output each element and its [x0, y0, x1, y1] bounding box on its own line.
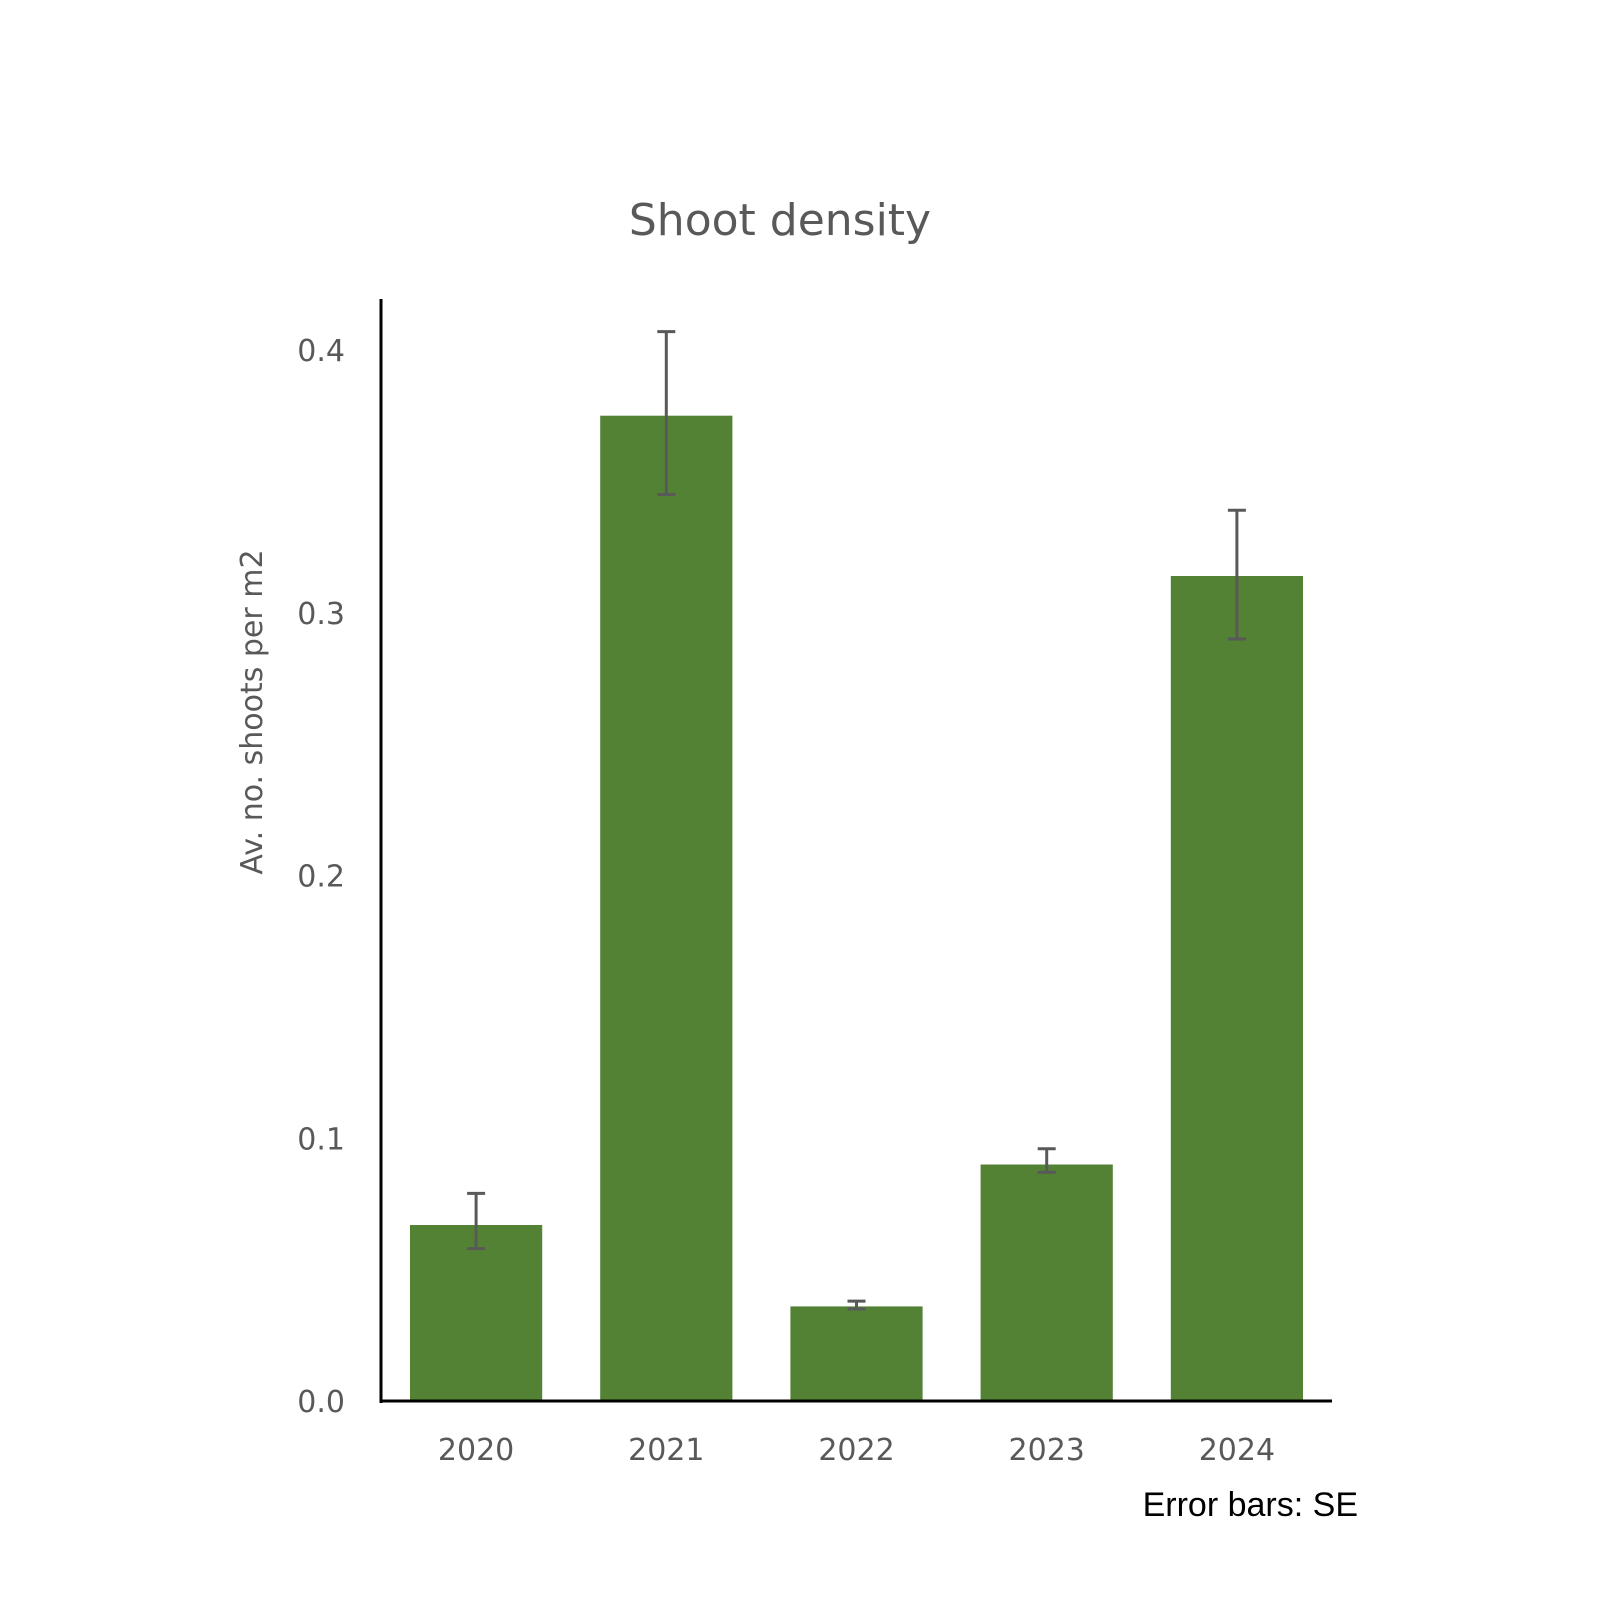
- bar-2020: [410, 1225, 543, 1401]
- bar-2024: [1170, 576, 1303, 1401]
- y-tick-label-0.2: 0.2: [297, 860, 345, 895]
- y-tick-label-0.0: 0.0: [297, 1385, 345, 1420]
- bar-2022: [790, 1306, 923, 1401]
- error-bar-2022: [847, 1299, 866, 1311]
- y-tick-label-0.1: 0.1: [297, 1122, 345, 1157]
- error-bar-2023: [1037, 1147, 1056, 1174]
- bars: [410, 415, 1303, 1401]
- x-tick-label-2023: 2023: [1009, 1433, 1085, 1468]
- y-tick-label-0.4: 0.4: [297, 334, 345, 369]
- x-tick-label-2020: 2020: [438, 1433, 514, 1468]
- x-tick-label-2021: 2021: [628, 1433, 704, 1468]
- x-tick-label-2024: 2024: [1199, 1433, 1275, 1468]
- error-bars: [467, 330, 1246, 1311]
- bar-2021: [600, 415, 733, 1401]
- error-bars-note: Error bars: SE: [1143, 1486, 1358, 1524]
- error-bar-2020: [467, 1191, 486, 1251]
- bar-2023: [980, 1164, 1113, 1401]
- error-bar-2021: [657, 330, 676, 497]
- x-tick-label-2022: 2022: [818, 1433, 894, 1468]
- y-axis-label: Av. no. shoots per m2: [235, 549, 270, 874]
- chart-title: Shoot density: [629, 195, 931, 246]
- x-tick-labels: 2020 2021 2022 2023 2024: [438, 1433, 1275, 1468]
- y-tick-labels: 0.0 0.1 0.2 0.3 0.4: [297, 334, 345, 1420]
- error-bar-2024: [1227, 508, 1246, 641]
- y-tick-label-0.3: 0.3: [297, 597, 345, 632]
